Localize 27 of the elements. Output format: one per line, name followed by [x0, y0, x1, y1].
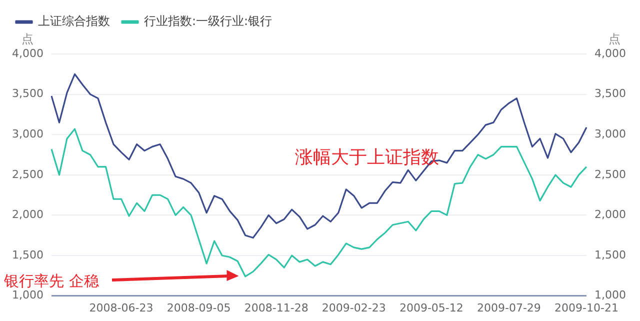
legend-label: 上证综合指数	[38, 14, 110, 28]
y-tick-label: 1,000	[12, 288, 44, 302]
x-tick-label: 2009-07-29	[477, 301, 541, 314]
y2-tick-label: 4,000	[594, 46, 626, 60]
x-tick-label: 2009-05-12	[399, 301, 464, 314]
y2-tick-label: 1,000	[594, 288, 626, 302]
y-tick-label: 3,500	[12, 87, 44, 100]
x-tick-label: 2009-10-21	[554, 301, 618, 314]
y2-tick-label: 2,000	[594, 208, 626, 222]
y-tick-label: 3,000	[12, 127, 44, 140]
y2-tick-label: 2,500	[594, 168, 626, 181]
y2-tick-label: 3,500	[594, 87, 626, 100]
y-axis-title: 点	[21, 32, 34, 46]
y-tick-label: 2,500	[12, 168, 44, 181]
x-tick-label: 2008-09-05	[166, 301, 231, 314]
y-tick-label: 2,000	[12, 208, 44, 222]
x-tick-label: 2008-06-23	[89, 301, 154, 314]
legend-label: 行业指数:一级行业:银行	[144, 14, 272, 28]
x-tick-label: 2009-02-23	[322, 301, 386, 314]
annotation: 涨幅大于上证指数	[294, 146, 439, 168]
x-tick-label: 2008-11-28	[244, 301, 308, 314]
y2-tick-label: 3,000	[594, 127, 626, 140]
y2-tick-label: 1,500	[594, 248, 626, 262]
annotation: 银行率先 企稳	[3, 272, 99, 290]
y2-axis-title: 点	[608, 32, 621, 46]
y-tick-label: 4,000	[12, 46, 44, 60]
y-tick-label: 1,500	[12, 248, 44, 262]
